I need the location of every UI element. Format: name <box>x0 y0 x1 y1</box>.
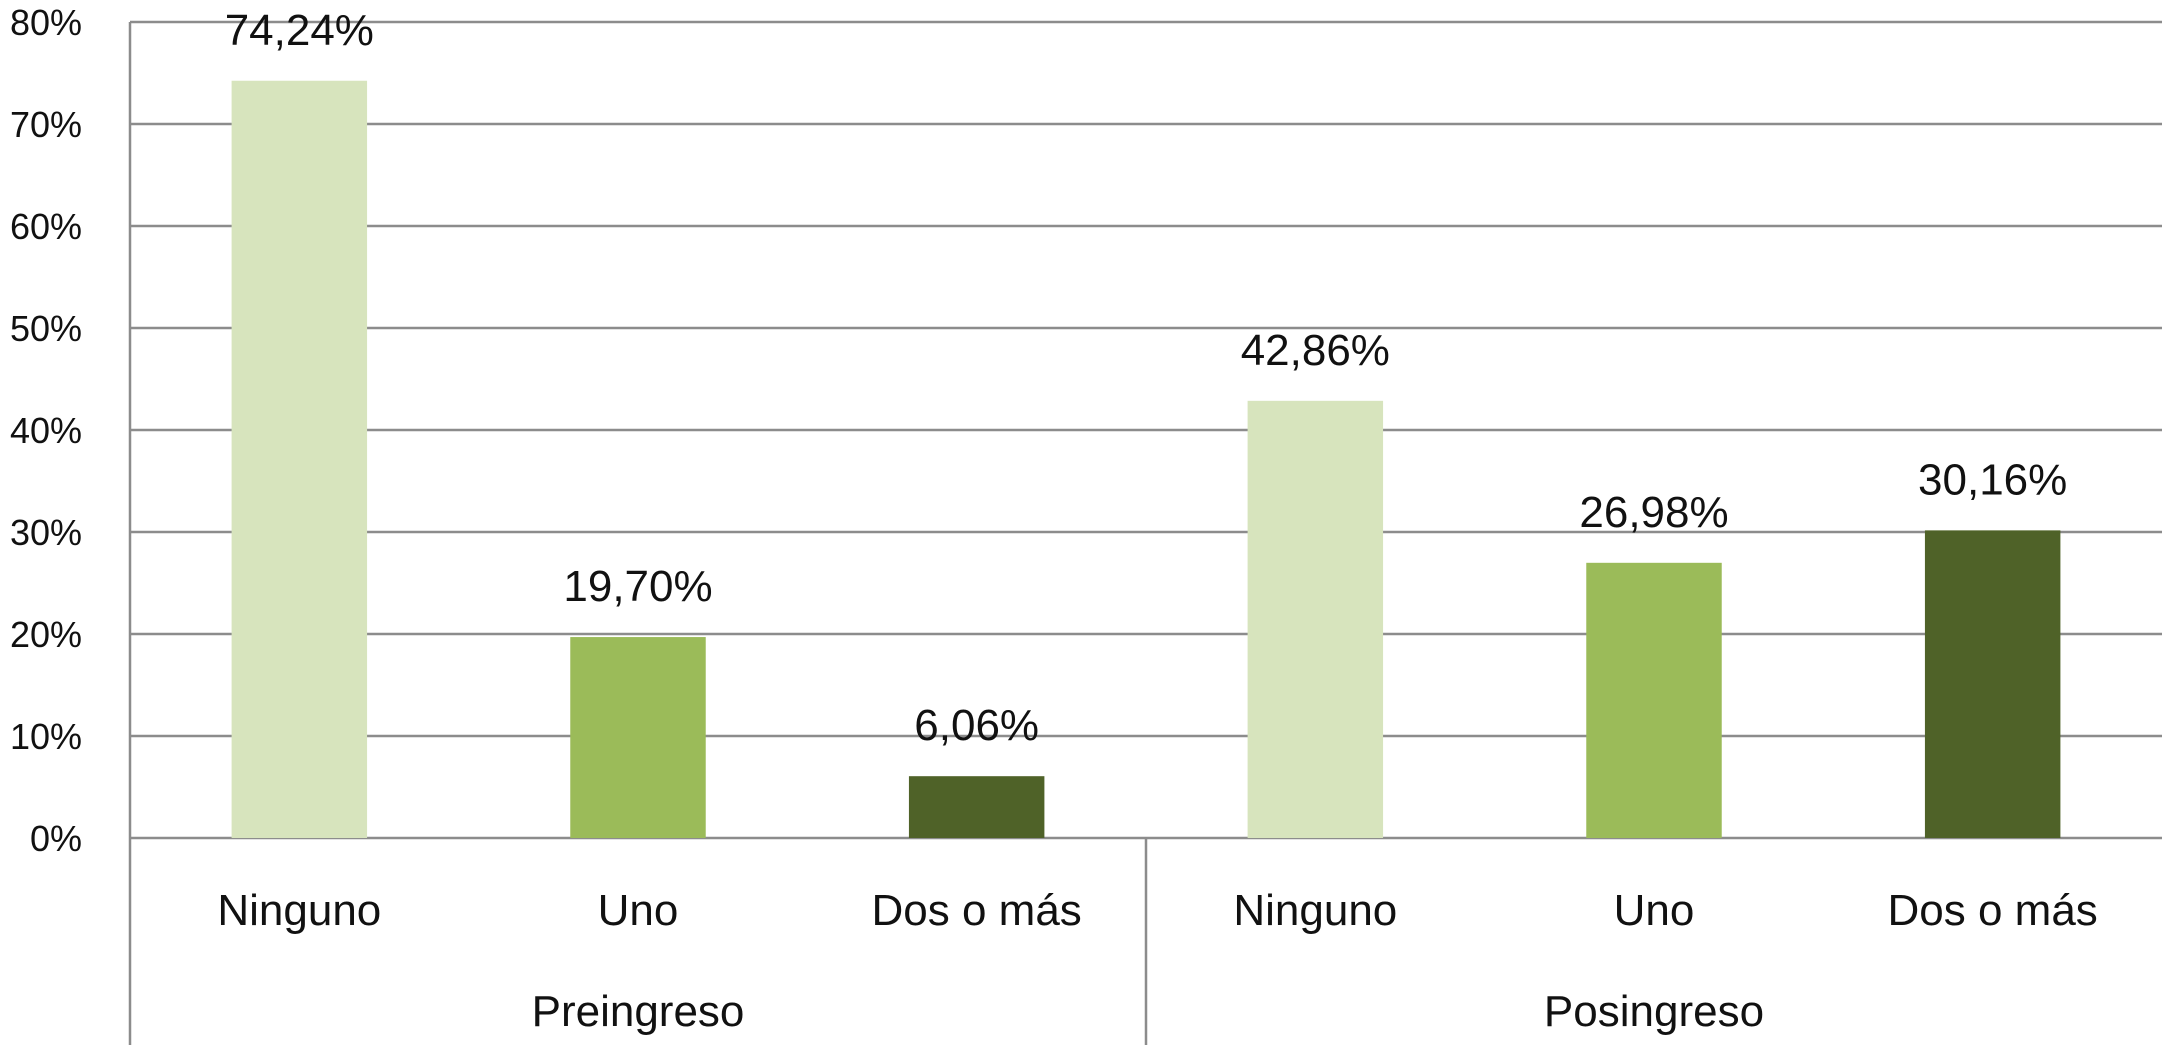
bar <box>231 80 368 838</box>
bar <box>570 637 706 838</box>
bar <box>1586 562 1722 838</box>
bars: 74,24% 19,70% 6,06% 42,86% 26,98% 30,16% <box>225 6 2067 838</box>
category-label: Uno <box>1614 886 1695 935</box>
y-tick-label: 60% <box>10 206 82 247</box>
data-label: 6,06% <box>914 701 1039 750</box>
bar <box>1924 530 2061 838</box>
data-label: 19,70% <box>563 562 712 611</box>
y-tick-label: 40% <box>10 410 82 451</box>
y-tick-label: 80% <box>10 2 82 43</box>
category-label: Ninguno <box>217 886 381 935</box>
data-label: 26,98% <box>1579 488 1728 537</box>
gridlines <box>130 20 2162 840</box>
y-tick-label: 30% <box>10 512 82 553</box>
bar <box>908 776 1045 838</box>
data-label: 42,86% <box>1241 326 1390 375</box>
category-label: Dos o más <box>872 886 1082 935</box>
group-label: Preingreso <box>532 987 745 1036</box>
group-label: Posingreso <box>1544 987 1764 1036</box>
category-label: Dos o más <box>1888 886 2098 935</box>
category-label: Uno <box>598 886 679 935</box>
y-tick-label: 20% <box>10 614 82 655</box>
y-tick-label: 50% <box>10 308 82 349</box>
category-label: Ninguno <box>1233 886 1397 935</box>
y-tick-label: 10% <box>10 716 82 757</box>
x-axis: Ninguno Uno Dos o más Preingreso Ninguno Uno D… <box>128 22 2098 1045</box>
y-tick-label: 0% <box>30 818 82 859</box>
bar <box>1247 400 1384 838</box>
data-label: 74,24% <box>225 6 374 55</box>
y-tick-label: 70% <box>10 104 82 145</box>
data-label: 30,16% <box>1918 455 2067 504</box>
y-axis: 0% 10% 20% 30% 40% 50% 60% 70% 80% <box>10 2 82 859</box>
